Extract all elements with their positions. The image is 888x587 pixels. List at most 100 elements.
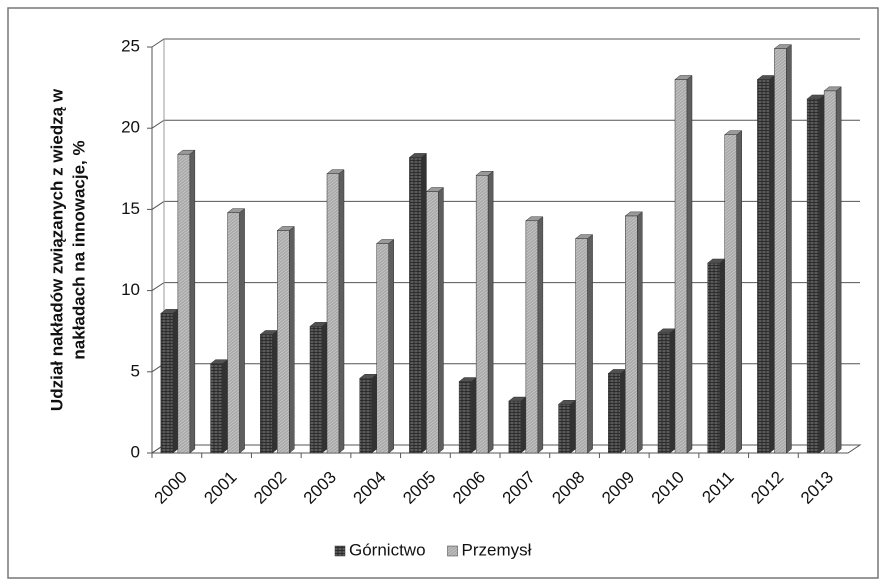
bar-group: [226, 208, 246, 454]
bar-group: [376, 238, 395, 454]
bar-group: [408, 152, 428, 454]
bar: [757, 79, 770, 454]
bar-top: [823, 86, 842, 92]
bar-group: [707, 258, 726, 454]
bar-side: [719, 258, 725, 454]
bar-top: [624, 211, 643, 217]
y-tick-label: 10: [121, 280, 140, 299]
bar-top: [525, 216, 544, 222]
bar-group: [724, 130, 743, 454]
bar-top: [773, 44, 793, 49]
bar-side: [570, 399, 576, 454]
bar-top: [574, 234, 594, 239]
bar-group: [574, 234, 594, 454]
bar: [823, 90, 837, 454]
bar-group: [276, 225, 295, 454]
bar: [376, 243, 389, 454]
bar: [160, 313, 174, 454]
bar: [475, 175, 489, 454]
bar-top: [475, 171, 494, 176]
y-tick-label: 15: [121, 199, 140, 218]
legend-label: Przemysł: [462, 540, 532, 559]
bar-group: [475, 170, 494, 454]
bar-side: [388, 238, 394, 454]
bar-side: [272, 329, 278, 454]
y-tick-label: 0: [131, 442, 140, 461]
bar-group: [359, 373, 378, 454]
bar-side: [239, 208, 245, 454]
bar: [458, 381, 472, 454]
bar: [575, 238, 588, 454]
bar-group: [823, 86, 842, 454]
bar-group: [425, 187, 445, 454]
bar-group: [209, 359, 229, 454]
bar-side: [421, 152, 427, 454]
bar-group: [160, 308, 179, 454]
bar-side: [736, 130, 742, 454]
y-axis-title: Udział nakładów związanych z wiedzą w na…: [47, 88, 88, 411]
bar: [409, 157, 422, 454]
bar-side: [686, 74, 693, 454]
bar-group: [756, 74, 776, 454]
legend-label: Górnictwo: [349, 540, 426, 559]
bar-side: [321, 321, 328, 454]
legend-swatch: [447, 545, 458, 557]
bar-side: [289, 225, 295, 454]
bar-side: [222, 359, 228, 454]
bar-group: [458, 377, 477, 454]
bar-group: [259, 329, 278, 454]
y-tick-label: 25: [121, 36, 140, 55]
y-tick-label: 20: [121, 118, 140, 137]
legend-swatch: [334, 545, 346, 557]
bar-side: [189, 149, 196, 454]
bar: [326, 173, 340, 454]
bar: [774, 48, 787, 454]
y-axis-title-line: Udział nakładów związanych z wiedzą w: [47, 88, 66, 411]
bar-side: [520, 396, 527, 454]
bar: [674, 79, 688, 454]
bar: [558, 404, 571, 454]
bar: [806, 98, 820, 454]
bar: [177, 153, 191, 454]
bar: [227, 212, 240, 454]
bar: [426, 191, 439, 454]
bar-side: [537, 216, 544, 454]
bar: [657, 332, 671, 454]
y-tick-label: 5: [131, 361, 140, 380]
bar-side: [338, 169, 345, 454]
bar: [724, 134, 737, 454]
bar: [508, 400, 522, 454]
bar: [277, 230, 290, 454]
bar-side: [669, 328, 676, 454]
bar-group: [525, 216, 544, 454]
bar: [608, 373, 621, 454]
bar-group: [508, 396, 527, 454]
bar-top: [674, 75, 693, 80]
bar: [625, 215, 638, 454]
y-axis-title-line: nakładach na innowacje, %: [69, 140, 88, 359]
bar-top: [425, 187, 445, 192]
bar-top: [177, 149, 196, 155]
bar: [525, 220, 539, 454]
bar: [210, 363, 223, 454]
bar-group: [607, 368, 626, 454]
bar-side: [818, 94, 825, 454]
bar-group: [326, 169, 345, 454]
bar-top: [376, 239, 395, 244]
bar-side: [786, 44, 792, 454]
bar-side: [620, 368, 626, 454]
bar-group: [773, 44, 793, 454]
bar-top: [326, 169, 345, 174]
bar: [359, 378, 372, 454]
bar-group: [806, 94, 825, 454]
bar-top: [408, 153, 428, 158]
bar-top: [276, 226, 295, 231]
bar-side: [438, 187, 444, 454]
bar-group: [624, 211, 643, 454]
bar-group: [657, 328, 676, 454]
bar-group: [674, 74, 693, 454]
bar: [707, 262, 720, 454]
bar-group: [177, 149, 196, 454]
bar-side: [769, 74, 775, 454]
